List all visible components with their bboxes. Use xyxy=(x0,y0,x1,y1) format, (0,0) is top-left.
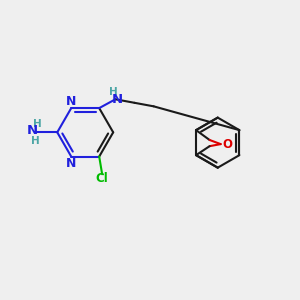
Text: Cl: Cl xyxy=(96,172,109,185)
Text: O: O xyxy=(222,138,232,151)
Text: H: H xyxy=(109,87,117,97)
Text: N: N xyxy=(27,124,38,137)
Text: N: N xyxy=(66,157,76,169)
Text: N: N xyxy=(111,93,122,106)
Text: N: N xyxy=(66,95,76,108)
Text: H: H xyxy=(33,119,42,129)
Text: H: H xyxy=(31,136,40,146)
